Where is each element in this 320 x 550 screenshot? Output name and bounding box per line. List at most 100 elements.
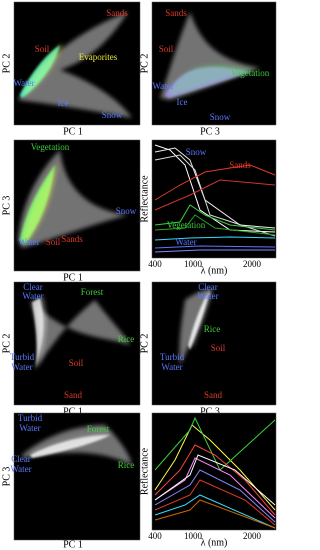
- panel: 400 1000 2000 Snow Sands Vegetation Water λ (nm…: [139, 139, 277, 276]
- class-label: Water: [22, 291, 43, 301]
- class-label: Ice: [177, 97, 188, 107]
- class-label: Water: [13, 78, 34, 88]
- y-axis-label: Reflectance: [139, 175, 150, 223]
- spectrum-curve: [154, 147, 276, 229]
- x-tick-label: 400: [148, 531, 162, 541]
- spectrum-curve: [154, 457, 276, 519]
- class-label: Turbid: [10, 352, 35, 362]
- spectrum-curve: [154, 499, 276, 529]
- class-label: Turbid: [160, 352, 185, 362]
- spectrum-curve: [154, 245, 276, 249]
- class-label: Clear: [198, 282, 218, 292]
- class-label: Clear: [23, 282, 43, 292]
- spectrum-curve: [154, 479, 276, 526]
- class-label: Turbid: [18, 413, 43, 423]
- density-cloud: [18, 150, 128, 248]
- spectrum-curve: [154, 444, 276, 516]
- class-label: Sands: [61, 234, 83, 244]
- class-label: Water: [175, 237, 196, 247]
- density-core: [191, 288, 213, 348]
- y-axis-label: PC 2: [139, 54, 150, 74]
- x-axis-label: PC 3: [200, 406, 220, 417]
- x-tick-label: 2000: [243, 531, 262, 541]
- panel: Sands Soil Vegetation Water Ice Snow PC 3 PC 2: [139, 1, 277, 137]
- class-label: Water: [161, 362, 182, 372]
- y-axis-label: PC 2: [1, 334, 12, 354]
- class-label: Water: [10, 464, 31, 474]
- x-tick-label: 1000: [184, 531, 203, 541]
- class-label: Evaporites: [79, 52, 118, 62]
- class-label: Snow: [210, 112, 231, 122]
- spectrum-curve: [154, 424, 276, 511]
- class-label: Clear: [11, 454, 31, 464]
- class-label: Soil: [35, 44, 50, 54]
- class-label: Water: [18, 237, 39, 247]
- class-label: Vegetation: [167, 220, 206, 230]
- spectrum-curve: [154, 204, 276, 231]
- spectrum-curve: [154, 164, 276, 201]
- class-label: Rice: [118, 460, 135, 470]
- density-core: [23, 43, 63, 96]
- panel: Sands Soil Evaporites Water Ice Snow PC 1 PC 2: [1, 1, 141, 137]
- class-label: Snow: [102, 110, 123, 120]
- spectrum-curve: [154, 494, 276, 529]
- spectrum-curve: [154, 179, 276, 211]
- density-cloud: [30, 300, 130, 370]
- density-core: [33, 433, 113, 456]
- panel-background: [151, 139, 277, 259]
- x-axis-label: PC 3: [200, 126, 220, 137]
- x-axis-label: λ (nm): [201, 265, 228, 276]
- class-label: Forest: [87, 424, 110, 434]
- x-axis-label: PC 1: [63, 539, 83, 550]
- class-label: Rice: [118, 334, 135, 344]
- y-axis-label: Reflectance: [139, 447, 150, 495]
- panel: 400 1000 2000 λ (nm) Reflectance: [139, 412, 277, 548]
- x-axis-label: λ (nm): [201, 537, 228, 548]
- class-label: Sands: [165, 8, 187, 18]
- panel-background: [151, 412, 277, 531]
- spectrum-curve: [154, 236, 276, 241]
- spectrum-curve: [154, 454, 276, 506]
- class-label: Soil: [69, 358, 84, 368]
- density-cloud: [18, 12, 132, 118]
- y-axis-label: PC 3: [1, 196, 12, 216]
- class-label: Sands: [229, 160, 251, 170]
- density-core: [23, 163, 58, 243]
- class-label: Water: [197, 291, 218, 301]
- class-label: Water: [11, 362, 32, 372]
- class-label: Water: [152, 81, 173, 91]
- class-label: Forest: [81, 287, 104, 297]
- panel-background: [151, 281, 277, 406]
- class-label: Ice: [58, 98, 69, 108]
- spectrum-curve: [154, 214, 276, 236]
- spectrum-curve: [154, 249, 275, 253]
- class-label: Rice: [204, 324, 221, 334]
- y-axis-label: PC 2: [1, 54, 12, 74]
- class-label: Sand: [204, 390, 223, 400]
- x-tick-label: 400: [148, 259, 162, 269]
- spectrum-curve: [154, 416, 276, 471]
- class-label: Soil: [46, 237, 61, 247]
- density-core: [168, 64, 253, 96]
- panel: Vegetation Snow Water Soil Sands PC 1 PC 3: [1, 139, 141, 283]
- class-label: Snow: [186, 147, 207, 157]
- x-tick-label: 1000: [184, 259, 203, 269]
- y-axis-label: PC 2: [139, 334, 150, 354]
- x-tick-label: 2000: [243, 259, 262, 269]
- y-axis-label: PC 3: [1, 467, 12, 487]
- class-label: Snow: [116, 206, 137, 216]
- class-label: Sands: [106, 8, 128, 18]
- x-axis-label: PC 1: [63, 406, 83, 417]
- class-label: Soil: [211, 343, 226, 353]
- spectrum-curve: [154, 469, 276, 523]
- class-label: Water: [19, 423, 40, 433]
- spectrum-curve: [154, 154, 276, 237]
- class-label: Vegetation: [31, 142, 70, 152]
- density-core: [35, 296, 47, 366]
- x-axis-label: PC 1: [63, 126, 83, 137]
- class-label: Sand: [64, 390, 83, 400]
